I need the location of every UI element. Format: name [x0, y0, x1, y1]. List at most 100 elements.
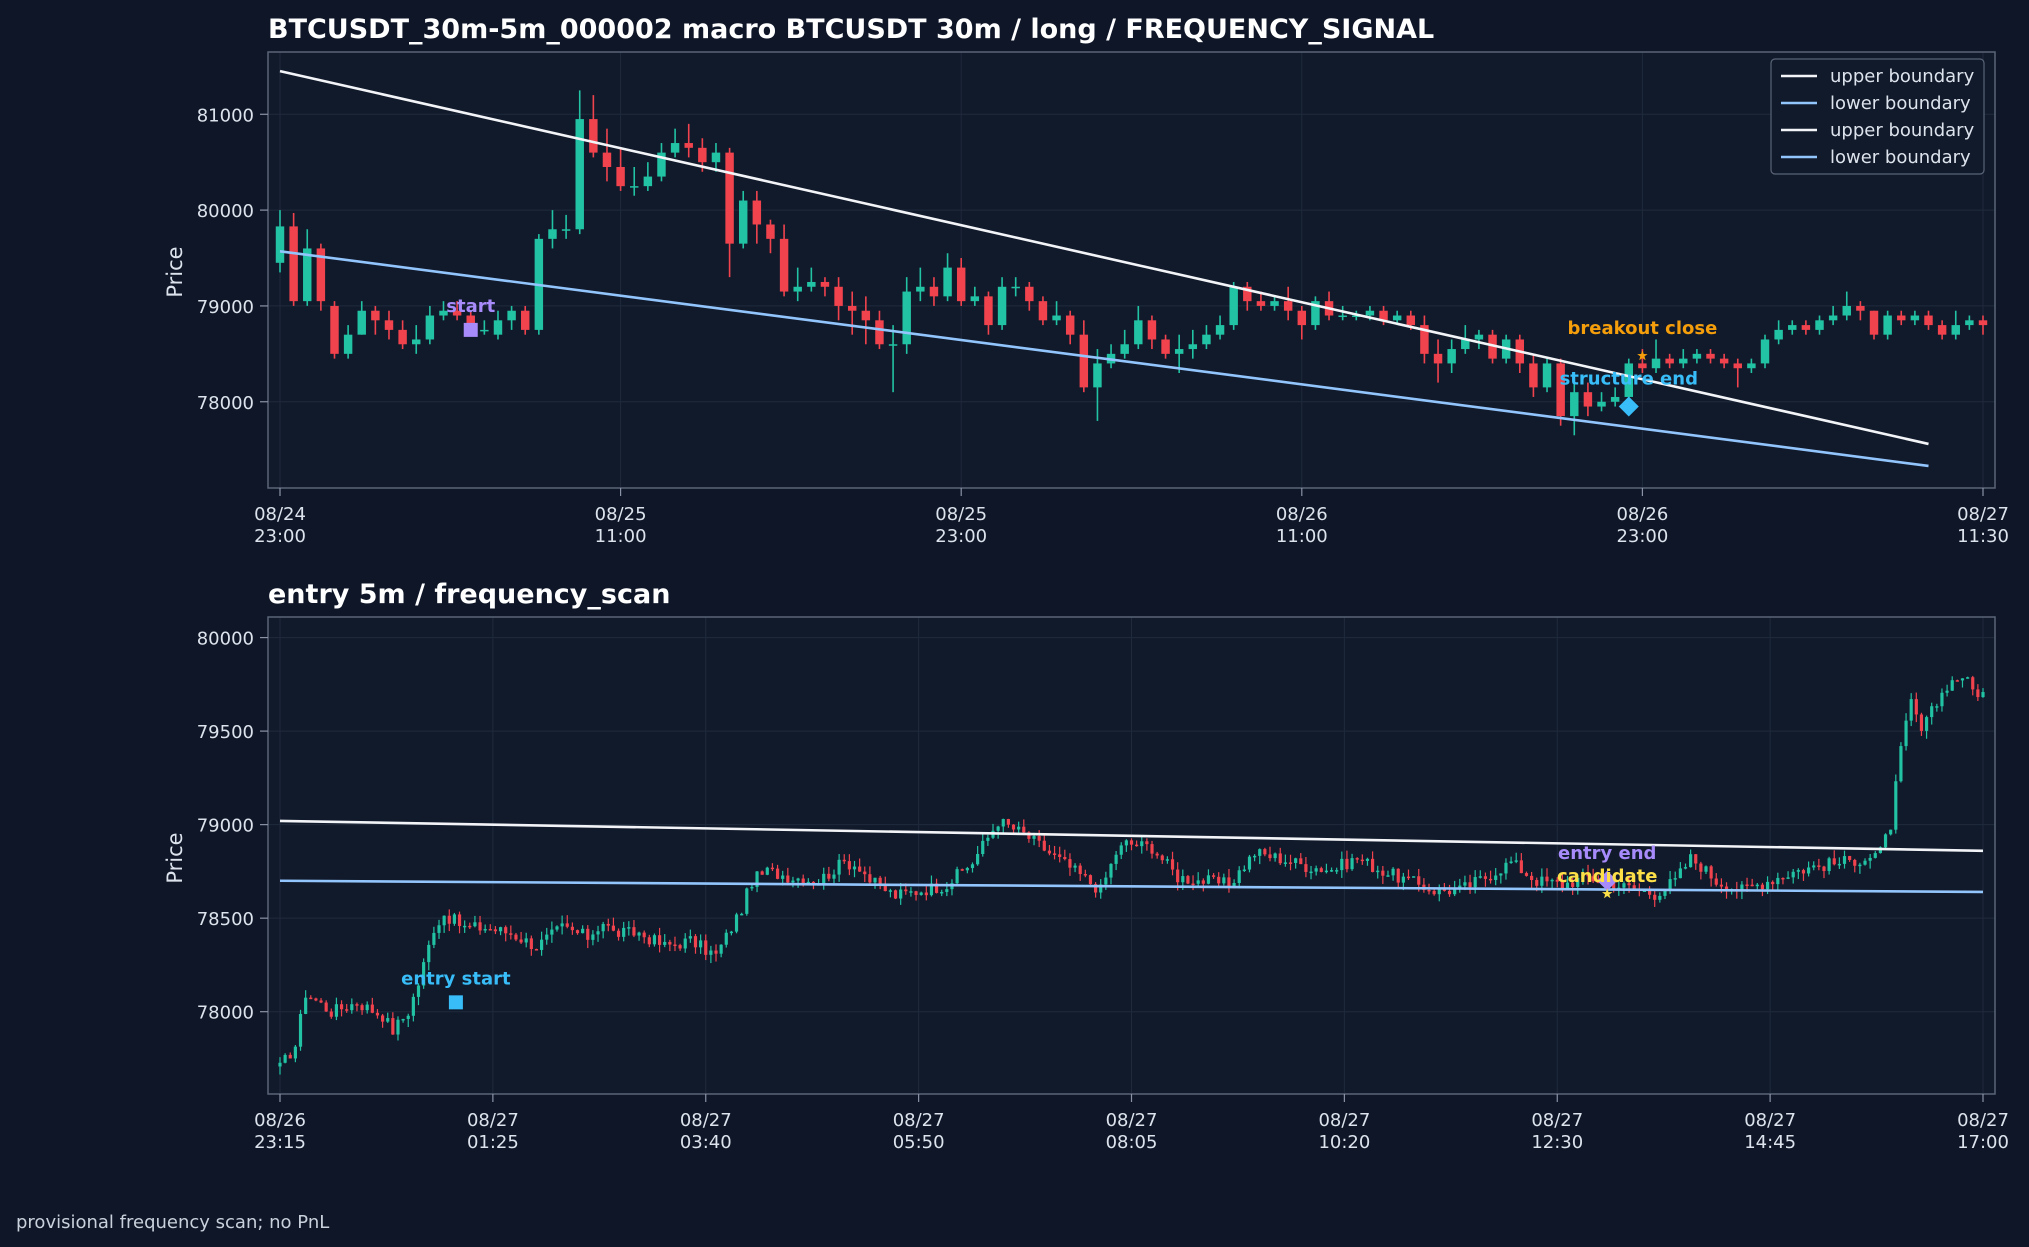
- candle-body: [422, 962, 426, 986]
- candle-body: [1771, 881, 1775, 885]
- candle-body: [1288, 862, 1293, 864]
- candle-body: [1499, 873, 1503, 876]
- candle-body: [779, 238, 789, 292]
- candle-body: [1930, 706, 1934, 718]
- upper-boundary-line: [279, 69, 1929, 446]
- candle-body: [1653, 894, 1657, 900]
- candle-body: [1858, 864, 1862, 867]
- candle-body: [345, 1009, 349, 1011]
- candle-body: [524, 938, 528, 943]
- candle-body: [1545, 876, 1549, 882]
- candle-body: [1247, 856, 1252, 870]
- candidate-label: candidate: [1557, 866, 1658, 887]
- candle-body: [919, 892, 923, 895]
- candle-body: [1632, 885, 1636, 890]
- candle-body: [1837, 863, 1841, 866]
- candle-body: [698, 147, 707, 163]
- candle-body: [1960, 678, 1965, 681]
- candle-body: [929, 883, 934, 896]
- candle-body: [586, 928, 590, 940]
- candle-body: [384, 320, 394, 330]
- candle-body: [437, 925, 441, 933]
- candle-body: [1668, 879, 1672, 890]
- candle-body: [1025, 286, 1034, 302]
- candle-body: [1160, 855, 1164, 861]
- candle-body: [750, 886, 754, 889]
- candle-body: [1237, 870, 1241, 883]
- candle-body: [657, 935, 662, 945]
- y-tick-label: 78000: [197, 393, 254, 414]
- entry-x-axis: 08/2623:1508/2701:2508/2703:4008/2705:50…: [254, 1094, 2009, 1153]
- x-tick-time: 11:00: [595, 526, 647, 547]
- candle-body: [1689, 854, 1693, 868]
- candle-body: [1786, 877, 1790, 879]
- candle-body: [478, 922, 482, 931]
- candle-body: [909, 891, 913, 893]
- candle-body: [765, 867, 769, 875]
- candle-body: [842, 859, 846, 862]
- candle-body: [820, 281, 830, 287]
- x-tick-date: 08/27: [1957, 504, 2009, 525]
- candle-body: [1571, 882, 1575, 887]
- candle-body: [324, 1002, 328, 1012]
- candle-body: [1104, 877, 1108, 885]
- candle-body: [1832, 858, 1836, 865]
- candle-body: [1352, 315, 1361, 318]
- candle-body: [916, 286, 925, 292]
- candle-body: [1222, 877, 1226, 884]
- candle-body: [852, 866, 857, 870]
- candle-body: [1535, 880, 1539, 886]
- candle-body: [1494, 875, 1498, 881]
- macro-candles: [275, 90, 1988, 436]
- candle-body: [875, 320, 884, 345]
- legend-entry-upper-1: upper boundary: [1830, 66, 1975, 87]
- candle-body: [1433, 353, 1443, 364]
- candle-body: [1340, 858, 1344, 871]
- candle-body: [956, 267, 966, 302]
- candle-body: [929, 286, 939, 297]
- candle-body: [596, 931, 600, 935]
- candle-body: [555, 926, 559, 930]
- x-tick-time: 17:00: [1957, 1132, 2009, 1153]
- y-tick-label: 79500: [197, 722, 254, 743]
- candle-body: [1740, 884, 1744, 891]
- candle-body: [575, 119, 584, 230]
- candle-body: [304, 997, 308, 1014]
- candle-body: [670, 143, 680, 153]
- candle-body: [1406, 315, 1416, 326]
- x-tick-time: 23:00: [254, 526, 306, 547]
- candle-body: [1750, 884, 1754, 887]
- candle-body: [1463, 882, 1467, 886]
- candle-body: [1073, 865, 1077, 868]
- legend-box: [1770, 58, 1985, 175]
- candle-body: [293, 1046, 297, 1059]
- candle-body: [1432, 890, 1436, 895]
- candle-body: [1099, 884, 1103, 893]
- x-tick-date: 08/27: [893, 1110, 945, 1131]
- lower-boundary-line: [279, 879, 1984, 894]
- macro-y-axis: 78000 79000 80000 81000: [197, 105, 268, 414]
- candle-body: [548, 229, 557, 239]
- candle-body: [1406, 876, 1411, 879]
- candle-body: [314, 998, 318, 1001]
- y-tick-label: 80000: [197, 201, 254, 222]
- breakout-close-label: breakout close: [1568, 318, 1718, 339]
- candle-body: [1038, 301, 1048, 321]
- x-tick-date: 08/27: [1531, 1110, 1583, 1131]
- candle-body: [714, 950, 718, 954]
- candle-body: [1971, 677, 1975, 690]
- candle-body: [1170, 859, 1175, 870]
- candle-body: [442, 915, 446, 926]
- candle-body: [1324, 870, 1329, 873]
- candle-body: [401, 1018, 405, 1021]
- candle-body: [581, 928, 585, 934]
- candle-body: [357, 310, 366, 335]
- candle-body: [504, 927, 508, 934]
- candle-body: [1027, 832, 1031, 839]
- candle-body: [1583, 392, 1593, 407]
- x-tick-time: 11:30: [1957, 526, 2009, 547]
- candle-body: [1781, 877, 1785, 880]
- candle-body: [1453, 889, 1457, 895]
- candle-body: [1468, 882, 1472, 888]
- legend-entry-lower-1: lower boundary: [1830, 93, 1971, 114]
